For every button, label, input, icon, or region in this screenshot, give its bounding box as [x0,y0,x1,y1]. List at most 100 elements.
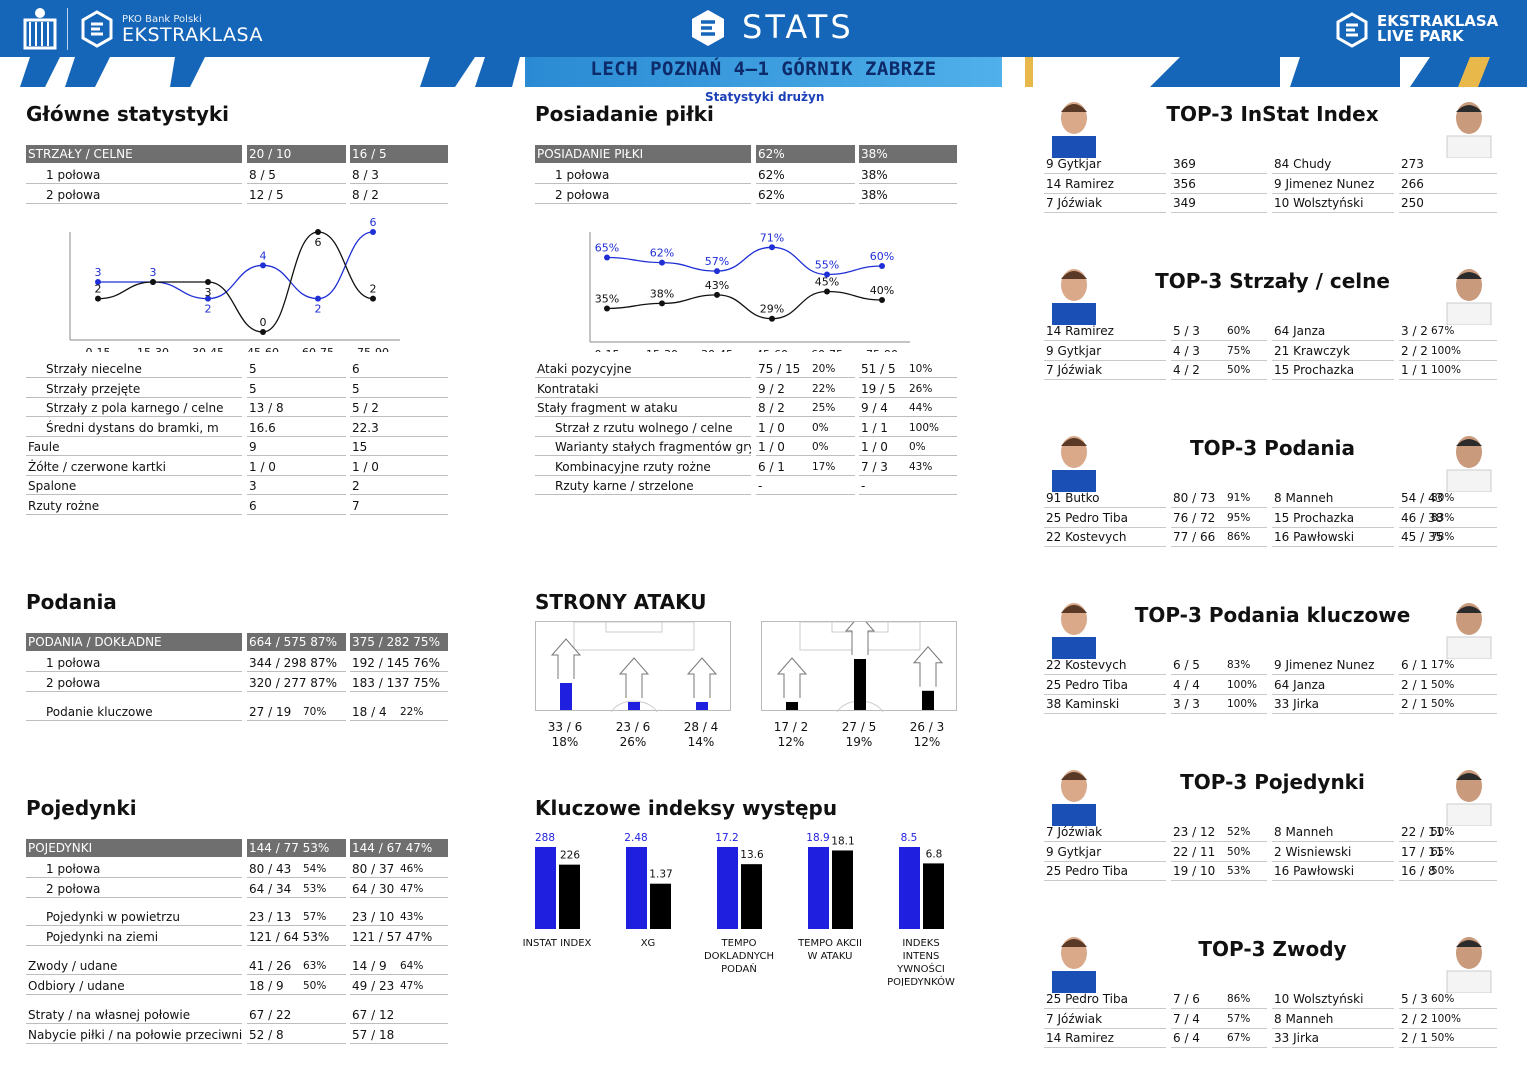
pct: 83% [1227,659,1251,671]
data-point [879,297,885,303]
data-label: 6 [315,236,322,249]
pct: 60% [1227,325,1251,337]
data-label: 29% [760,303,784,316]
data-label: 2 [370,283,377,296]
value: 7 / 6 [1173,992,1200,1006]
possession-line-chart: 0-15 15-30 30-45 45-60 60-75 75-90 65% 62% 57% 71… [589,231,910,352]
player-value-home: 349 [1171,195,1267,213]
data-point [150,279,156,285]
value-home: 64 / 34 [249,881,292,896]
livepark-logo-icon [1336,12,1368,48]
pct: 52% [1227,826,1251,838]
data-label: 35% [595,293,619,306]
pct: 78% [1431,531,1455,543]
value-away: 57 / 18 [352,1027,395,1042]
table-header-cell: POJEDYNKI [26,839,242,857]
avatar [1042,593,1106,659]
player-row: 9 Gytkjar 4 / 3 75% 21 Krawczyk 2 / 2 100% [1044,343,1497,362]
table-label: Ataki pozycyjne [535,360,751,378]
x-tick-label: 45-60 [247,346,279,352]
x-tick-label: 60-75 [302,346,334,352]
pct-away: 10% [909,363,933,375]
player-value-away: 5 / 3 60% [1399,991,1497,1009]
attack-arrow-icon [686,657,718,698]
pct-away: 47% [400,979,424,992]
table-value-away: 121 / 57 47% [350,928,448,946]
livepark-line1: EKSTRAKLASA [1377,12,1499,30]
value-home: 9 / 2 [758,381,785,396]
table-cell: 1 / 0 [350,458,448,476]
table-value-home: 64 / 34 53% [247,880,346,898]
player-name-away: 10 Wolsztyński [1272,991,1394,1009]
table-header-cell: 16 / 5 [350,145,448,163]
player-name-away: 64 Janza [1272,323,1394,341]
player-name-away: 64 Janza [1272,677,1394,695]
pct: 67% [1227,1032,1251,1044]
attack-bar [786,702,798,710]
bar-home [899,847,920,929]
player-name-away: 84 Chudy [1272,156,1394,174]
table-header-cell: 144 / 77 53% [247,839,346,857]
table-row: Ataki pozycyjne 75 / 15 20% 51 / 5 10% [535,360,957,380]
section-title-glowne: Główne statystyki [26,102,230,126]
bar-label-home: 18.9 [806,832,829,844]
table-cell: 5 [247,360,346,378]
data-point [315,295,321,302]
table-cell: 2 połowa [535,186,751,204]
table-value-home: 75 / 15 20% [756,360,855,378]
value: 3 / 2 [1401,324,1428,338]
player-name-home: 14 Ramirez [1044,1030,1166,1048]
table-row: 2 połowa 62% 38% [535,186,957,206]
table-cell: 8 / 5 [247,166,346,184]
table-cell: 320 / 277 87% [247,674,346,692]
attack-label: 17 / 2 12% [761,720,821,750]
table-value-home: - [756,477,855,495]
player-value-away: 2 / 2 100% [1399,343,1497,361]
table-value-home: 67 / 22 [247,1006,346,1024]
x-tick-label: XG [641,938,656,949]
value: 250 [1401,196,1424,210]
attack-pct: 19% [845,735,873,749]
table-row: Pojedynki w powietrzu 23 / 13 57% 23 / 10 43… [26,908,448,928]
table-cell: 2 połowa [26,186,242,204]
pct: 65% [1431,845,1455,858]
player-value-home: 7 / 6 86% [1171,991,1267,1009]
data-point [370,295,376,302]
player-name-away: 8 Manneh [1272,1011,1394,1029]
player-value-home: 76 / 72 95% [1171,510,1267,528]
player-row: 38 Kaminski 3 / 3 100% 33 Jirka 2 / 1 50% [1044,696,1497,715]
table-cell: 5 [350,380,448,398]
attack-pct: 18% [551,735,579,749]
stripe-graphic [20,57,1527,87]
table-cell: 2 [350,477,448,495]
data-point [604,305,610,312]
avatar [1042,760,1106,826]
value: 5 / 3 [1173,324,1200,338]
pct: 100% [1227,698,1258,710]
table-row: 2 połowa 64 / 34 53% 64 / 30 47% [26,880,448,900]
data-label: 57% [705,255,729,268]
player-name-away: 15 Prochazka [1272,362,1394,380]
table-label: Kontrataki [535,380,751,398]
table-row: Warianty stałych fragmentów gry 1 / 0 0% 1 … [535,438,957,458]
value: 46 / 38 [1401,510,1444,525]
pct: 83% [1431,511,1455,524]
table-cell: Spalone [26,477,242,495]
value: 3 / 3 [1173,697,1200,711]
player-row: 25 Pedro Tiba 76 / 72 95% 15 Prochazka 46 / … [1044,510,1497,529]
attack-bar [628,702,640,710]
player-value-away: 22 / 11 50% [1399,824,1497,842]
bar-home [535,847,556,929]
table-row: Podanie kluczowe 27 / 19 70% 18 / 4 22% [26,703,448,723]
table-cell: 2 połowa [26,674,242,692]
x-tick-label: POJEDYNKÓW [887,975,955,986]
table-label: Nabycie piłki / na połowie przeciwnika [26,1027,242,1044]
data-point [769,315,775,322]
table-label: Zwody / udane [26,957,242,975]
pct-home: 70% [303,706,327,718]
table-cell: 16.6 [247,419,346,437]
value-away: 49 / 23 [352,978,395,993]
pct: 80% [1431,492,1455,504]
player-name-home: 22 Kostevych [1044,657,1166,675]
